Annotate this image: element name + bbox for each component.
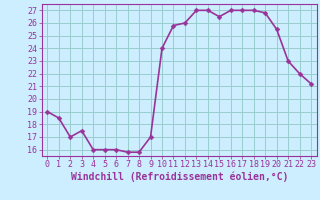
X-axis label: Windchill (Refroidissement éolien,°C): Windchill (Refroidissement éolien,°C) [70,172,288,182]
